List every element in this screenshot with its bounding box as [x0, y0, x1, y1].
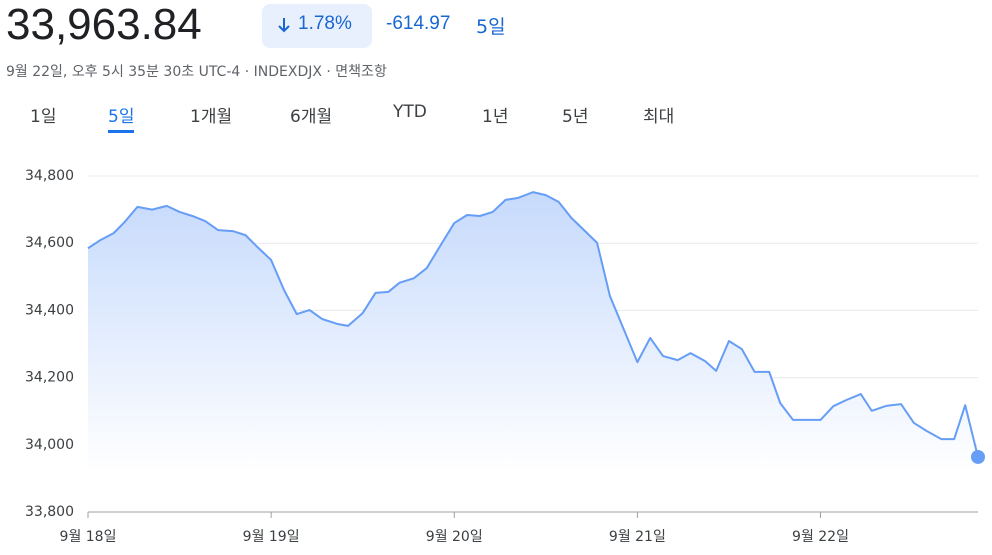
y-tick-label: 33,800 [25, 504, 74, 520]
x-tick-label: 9월 19일 [243, 529, 300, 545]
last-point [971, 449, 985, 464]
tab[interactable]: 최대 [643, 107, 675, 127]
down-arrow [278, 18, 290, 33]
x-tick-label: 9월 18일 [60, 529, 117, 545]
area [88, 192, 978, 472]
tab[interactable]: 5일 [108, 102, 135, 133]
x-tick-label: 9월 20일 [426, 529, 483, 545]
y-tick-label: 34,600 [25, 235, 74, 251]
line [87, 191, 979, 458]
period: 5일 [476, 16, 506, 38]
y-tick-label: 34,400 [25, 302, 74, 318]
x-tick-label: 9월 22일 [792, 529, 849, 545]
price: 33,963.84 [6, 0, 202, 49]
tab[interactable]: 5년 [562, 107, 589, 127]
tab[interactable]: 6개월 [290, 107, 333, 127]
change: -614.97 [386, 13, 451, 34]
y-tick-label: 34,000 [25, 437, 74, 453]
y-tick-label: 34,200 [25, 370, 74, 386]
tab[interactable]: 1년 [482, 107, 509, 127]
change-percent: 1.78% [298, 13, 352, 34]
x-tick-label: 9월 21일 [609, 529, 666, 545]
chart: 33,800 34,000 34,200 34,400 34,600 34,800 9월 1… [25, 168, 985, 545]
tab[interactable]: 1개월 [190, 107, 233, 127]
tab[interactable]: YTD [393, 102, 427, 122]
y-tick-label: 34,800 [25, 168, 74, 184]
tab[interactable]: 1일 [30, 107, 57, 127]
subtitle: 9월 22일, 오후 5시 35분 30초 UTC-4 · INDEXDJX ·… [6, 64, 387, 80]
